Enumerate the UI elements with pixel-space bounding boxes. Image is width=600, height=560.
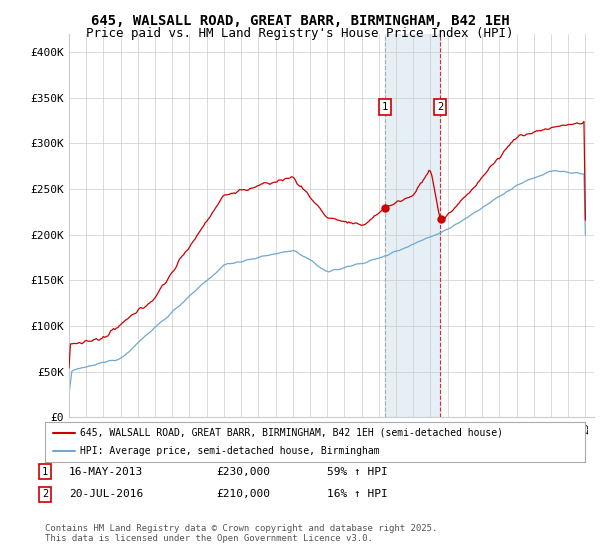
- Text: 2: 2: [42, 489, 48, 500]
- Text: Price paid vs. HM Land Registry's House Price Index (HPI): Price paid vs. HM Land Registry's House …: [86, 27, 514, 40]
- Text: 59% ↑ HPI: 59% ↑ HPI: [327, 466, 388, 477]
- Text: 1: 1: [42, 466, 48, 477]
- Text: 1: 1: [382, 102, 388, 111]
- Text: 16-MAY-2013: 16-MAY-2013: [69, 466, 143, 477]
- Text: 16% ↑ HPI: 16% ↑ HPI: [327, 489, 388, 500]
- Text: 2: 2: [437, 102, 443, 111]
- Text: HPI: Average price, semi-detached house, Birmingham: HPI: Average price, semi-detached house,…: [80, 446, 380, 456]
- Bar: [385, 34, 440, 417]
- Text: 20-JUL-2016: 20-JUL-2016: [69, 489, 143, 500]
- Text: £210,000: £210,000: [216, 489, 270, 500]
- Text: 645, WALSALL ROAD, GREAT BARR, BIRMINGHAM, B42 1EH: 645, WALSALL ROAD, GREAT BARR, BIRMINGHA…: [91, 14, 509, 28]
- Text: Contains HM Land Registry data © Crown copyright and database right 2025.
This d: Contains HM Land Registry data © Crown c…: [45, 524, 437, 543]
- Text: £230,000: £230,000: [216, 466, 270, 477]
- Text: 645, WALSALL ROAD, GREAT BARR, BIRMINGHAM, B42 1EH (semi-detached house): 645, WALSALL ROAD, GREAT BARR, BIRMINGHA…: [80, 428, 503, 437]
